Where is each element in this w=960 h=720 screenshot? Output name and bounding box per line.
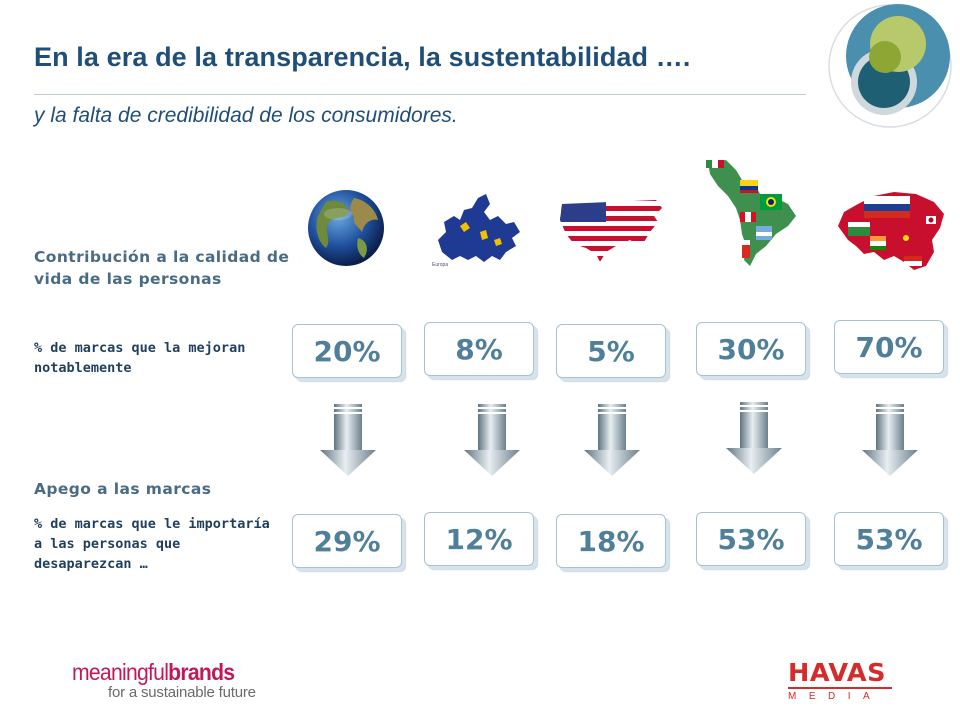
quality-of-life-label: Contribución a la calidad de vida de las… bbox=[34, 248, 290, 288]
quality-percentage-box: 20% bbox=[292, 324, 402, 378]
world-globe-icon bbox=[308, 190, 384, 266]
logo-word-brands: brands bbox=[168, 659, 235, 685]
havas-media-logo: HAVAS MEDIA bbox=[788, 660, 896, 703]
brand-attachment-note: % de marcas que le importaría a las pers… bbox=[34, 516, 270, 572]
title-divider bbox=[34, 94, 806, 95]
down-arrow-icon bbox=[464, 404, 520, 476]
attachment-percentage-box: 12% bbox=[424, 512, 534, 566]
logo-divider bbox=[788, 687, 892, 689]
page-title: En la era de la transparencia, la susten… bbox=[34, 42, 691, 72]
quality-percentage-box: 8% bbox=[424, 322, 534, 376]
logo-tagline: for a sustainable future bbox=[108, 684, 256, 701]
asia-flags-map-icon bbox=[838, 192, 944, 270]
attachment-percentage-box: 29% bbox=[292, 514, 402, 568]
attachment-percentage-box: 18% bbox=[556, 514, 666, 568]
down-arrow-icon bbox=[726, 402, 782, 474]
quality-percentage-box: 5% bbox=[556, 324, 666, 378]
attachment-percentage-box: 53% bbox=[696, 512, 806, 566]
meaningful-brands-logo: meaningfulbrands for a sustainable futur… bbox=[72, 660, 256, 702]
logo-word-meaningful: meaningful bbox=[72, 659, 169, 685]
havas-wordmark: HAVAS bbox=[788, 658, 887, 687]
decorative-circles-icon bbox=[828, 4, 952, 128]
brand-attachment-label: Apego a las marcas bbox=[34, 480, 212, 498]
usa-flag-map-icon bbox=[560, 200, 662, 262]
quality-percentage-box: 70% bbox=[834, 320, 944, 374]
down-arrow-icon bbox=[584, 404, 640, 476]
down-arrow-icon bbox=[320, 404, 376, 476]
page-subtitle: y la falta de credibilidad de los consum… bbox=[34, 104, 458, 127]
svg-text:Europa: Europa bbox=[432, 262, 448, 268]
quality-percentage-box: 30% bbox=[696, 322, 806, 376]
europe-map-icon: Europa bbox=[432, 194, 520, 268]
attachment-percentage-box: 53% bbox=[834, 512, 944, 566]
media-wordmark: MEDIA bbox=[788, 691, 883, 702]
quality-of-life-note: % de marcas que la mejoran notablemente bbox=[34, 340, 246, 376]
latin-america-flags-map-icon bbox=[706, 160, 796, 266]
down-arrow-icon bbox=[862, 404, 918, 476]
